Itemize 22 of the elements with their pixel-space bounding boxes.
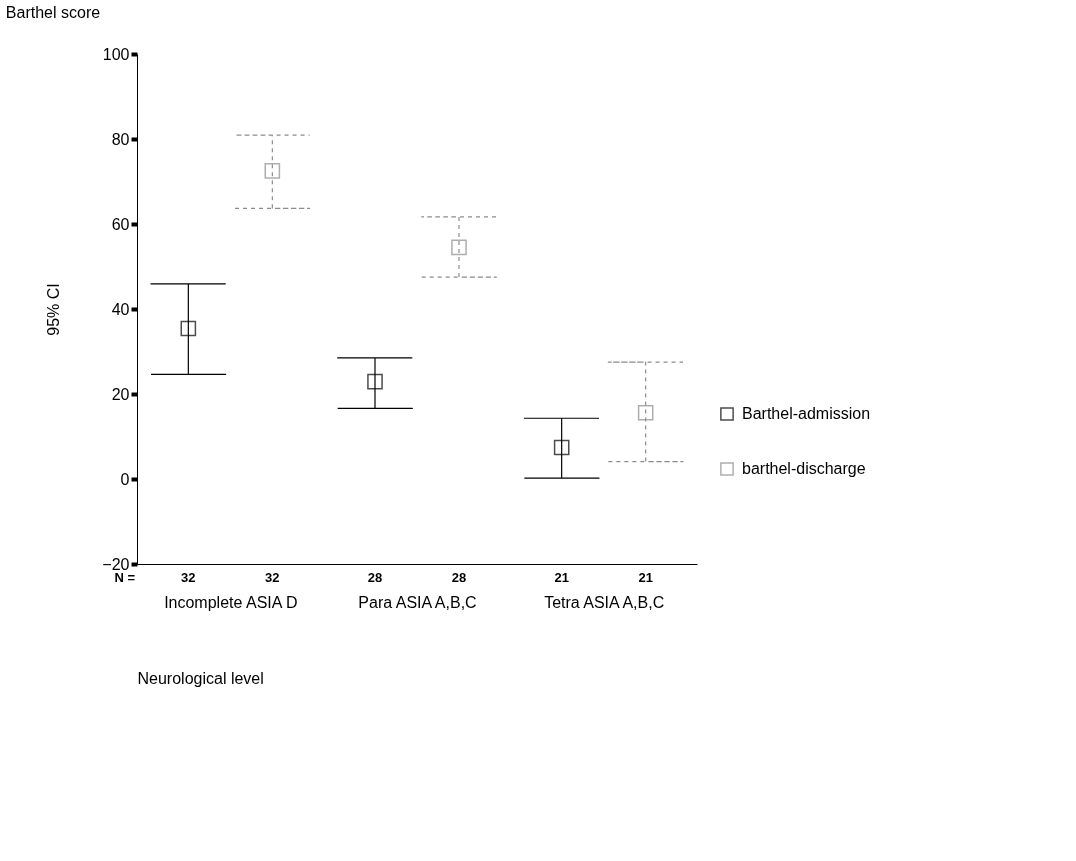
legend-label: Barthel-admission (742, 405, 871, 422)
text: N = (114, 570, 136, 585)
y-axis-title: 95% CI (45, 283, 63, 336)
x-tick-label: Para ASIA A,B,C (358, 593, 477, 611)
text: 21 (638, 570, 653, 585)
x-tick-label: Tetra ASIA A,B,C (544, 593, 665, 611)
y-tick-label: −20 (102, 555, 130, 573)
text: 28 (451, 570, 467, 585)
chart-title: Barthel score (5, 4, 101, 21)
text: 32 (265, 570, 280, 585)
text: 21 (554, 570, 569, 585)
text: 28 (367, 570, 383, 585)
y-tick-label: 60 (111, 215, 130, 233)
y-tick-label: 100 (102, 45, 130, 63)
x-axis-title: Neurological level (137, 669, 264, 687)
y-tick-label: 80 (111, 130, 130, 148)
legend-label: barthel-discharge (742, 460, 866, 477)
x-tick-label: Incomplete ASIA D (164, 593, 298, 611)
text: 32 (181, 570, 196, 585)
y-tick-label: 40 (111, 300, 130, 318)
y-tick-label: 20 (111, 385, 130, 403)
y-tick-label: 0 (120, 470, 130, 488)
